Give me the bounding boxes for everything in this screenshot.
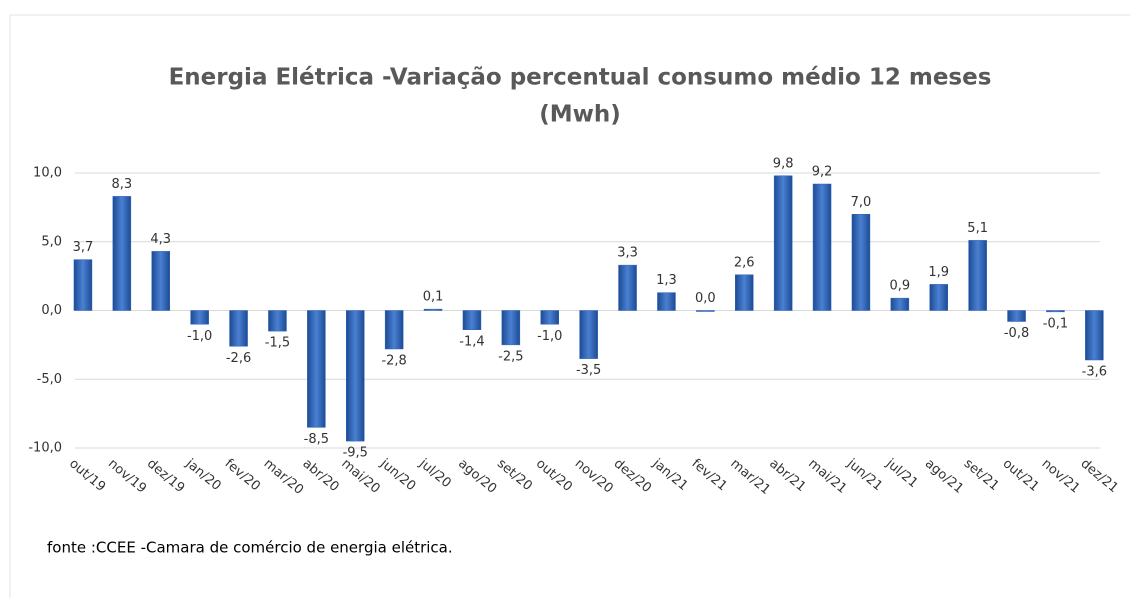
data-label: 0,0 <box>695 291 716 306</box>
data-label: 9,8 <box>773 156 794 171</box>
bar <box>112 196 132 311</box>
bar <box>968 240 987 311</box>
y-tick-label: 5,0 <box>41 234 62 249</box>
data-label: -9,5 <box>343 446 368 461</box>
data-label: 0,9 <box>890 279 911 294</box>
bar <box>190 310 209 325</box>
data-label: 2,6 <box>734 255 755 270</box>
bar <box>346 310 365 442</box>
data-label: -2,6 <box>226 351 251 366</box>
source-note: fonte :CCEE -Camara de comércio de energ… <box>47 539 453 557</box>
data-label: 8,3 <box>112 177 133 192</box>
data-label: 0,1 <box>423 290 444 305</box>
bar <box>696 310 715 312</box>
data-label: 3,3 <box>617 246 638 261</box>
data-label: -1,0 <box>187 329 212 344</box>
bar <box>307 310 326 428</box>
bar <box>540 310 559 325</box>
data-label: -3,6 <box>1082 365 1107 380</box>
chart-title: Energia Elétrica -Variação percentual co… <box>169 65 992 91</box>
bar <box>657 292 676 311</box>
bar <box>151 251 170 311</box>
bar <box>579 310 598 359</box>
data-label: 4,3 <box>150 232 171 247</box>
bar <box>423 308 443 311</box>
bar <box>812 183 832 311</box>
data-label: -3,5 <box>576 363 601 378</box>
bar <box>1046 310 1065 313</box>
bar <box>773 175 793 311</box>
y-tick-label: 0,0 <box>41 303 62 318</box>
data-label: -8,5 <box>304 432 329 447</box>
data-label: -1,5 <box>265 336 290 351</box>
data-label: 9,2 <box>812 165 833 180</box>
y-tick-label: 10,0 <box>33 166 62 181</box>
data-label: -1,4 <box>459 334 484 349</box>
bar <box>1007 310 1026 322</box>
bar <box>1085 310 1104 361</box>
data-label: -1,0 <box>537 329 562 344</box>
bar <box>851 214 871 311</box>
bar <box>501 310 521 346</box>
y-tick-label: -10,0 <box>28 441 62 456</box>
bar <box>384 310 404 350</box>
bar <box>618 264 637 311</box>
bar <box>462 310 482 330</box>
data-label: 1,3 <box>656 273 677 288</box>
y-tick-label: -5,0 <box>37 372 62 387</box>
data-label: -0,1 <box>1043 316 1068 331</box>
data-label: 7,0 <box>851 195 872 210</box>
bar <box>735 274 754 311</box>
bar <box>890 297 910 311</box>
data-label: -2,8 <box>381 354 406 369</box>
data-label: 1,9 <box>928 265 949 280</box>
data-label: 3,7 <box>73 240 94 255</box>
bar <box>73 259 93 311</box>
chart-title: (Mwh) <box>539 102 621 128</box>
bar <box>229 310 248 347</box>
bar <box>268 310 287 332</box>
data-label: -0,8 <box>1004 326 1029 341</box>
bar <box>929 284 948 311</box>
data-label: 5,1 <box>967 221 988 236</box>
data-label: -2,5 <box>498 349 523 364</box>
